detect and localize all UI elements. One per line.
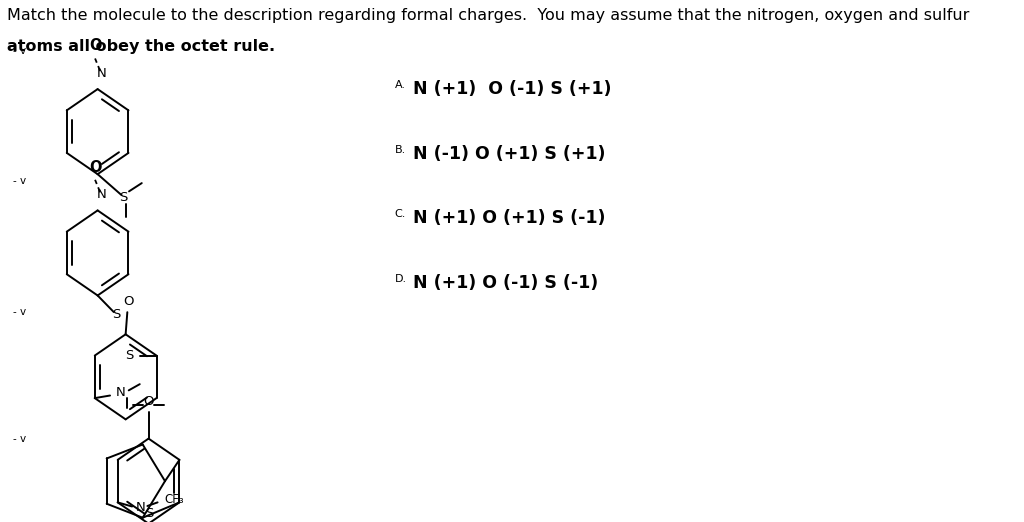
Text: N (+1) O (+1) S (-1): N (+1) O (+1) S (-1): [414, 209, 606, 227]
Text: Match the molecule to the description regarding formal charges.  You may assume : Match the molecule to the description re…: [7, 8, 969, 23]
Text: S: S: [125, 349, 133, 362]
Text: - v: - v: [12, 434, 26, 444]
Text: S: S: [112, 308, 121, 321]
Text: N (+1)  O (-1) S (+1): N (+1) O (-1) S (+1): [414, 80, 612, 98]
Text: D.: D.: [394, 274, 407, 283]
Text: - v: - v: [12, 46, 26, 56]
Text: N: N: [97, 67, 106, 80]
Text: O: O: [143, 395, 154, 408]
Text: N: N: [97, 188, 106, 201]
Text: N (-1) O (+1) S (+1): N (-1) O (+1) S (+1): [414, 145, 606, 162]
Text: - v: - v: [12, 175, 26, 185]
Text: C.: C.: [394, 209, 407, 219]
Text: atoms all obey the octet rule.: atoms all obey the octet rule.: [7, 39, 274, 54]
Text: S: S: [144, 507, 153, 520]
Text: CF₃: CF₃: [165, 493, 184, 506]
Text: N: N: [136, 501, 145, 514]
Text: B.: B.: [394, 145, 406, 155]
Text: O: O: [89, 38, 101, 53]
Text: A.: A.: [394, 80, 406, 90]
Text: S: S: [119, 191, 127, 204]
Text: N (+1) O (-1) S (-1): N (+1) O (-1) S (-1): [414, 274, 599, 292]
Text: O: O: [89, 160, 101, 175]
Text: - v: - v: [12, 307, 26, 317]
Text: O: O: [123, 295, 133, 309]
Text: N: N: [116, 386, 126, 399]
